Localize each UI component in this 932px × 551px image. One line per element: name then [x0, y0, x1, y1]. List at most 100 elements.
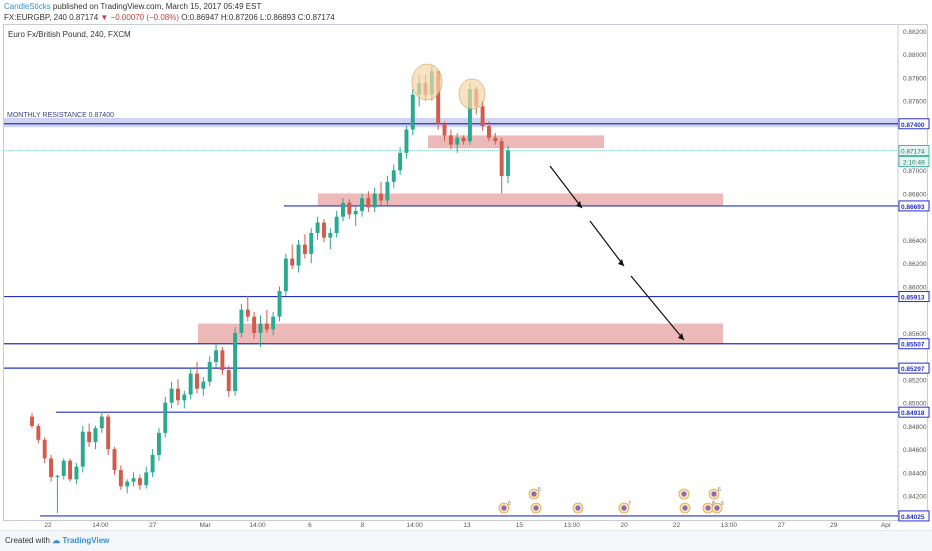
level-price-label: 0.84918: [901, 410, 925, 417]
x-tick-label: 14:00: [92, 522, 109, 529]
event-flag-icon: [575, 505, 581, 511]
bearish-candle: [87, 431, 92, 443]
bearish-candle: [461, 137, 466, 142]
y-tick-label: 0.85000: [903, 401, 927, 408]
x-tick-label: 20: [621, 522, 629, 529]
bullish-candle: [309, 232, 314, 254]
y-tick-label: 0.87800: [903, 75, 927, 82]
level-price-tag: [898, 200, 930, 212]
y-tick-label: 0.85600: [903, 331, 927, 338]
event-flag-icon: [714, 505, 720, 511]
level-price-tag: [898, 338, 930, 350]
bullish-candle: [239, 309, 244, 333]
bullish-candle: [271, 316, 276, 330]
event-flag-icon: [681, 491, 687, 497]
bullish-candle: [258, 323, 263, 333]
bullish-candle: [404, 129, 409, 153]
event-flag-icon: [705, 505, 711, 511]
bullish-candle: [144, 472, 149, 486]
y-tick-label: 0.84600: [903, 447, 927, 454]
bullish-candle: [398, 152, 403, 171]
bullish-candle: [74, 466, 79, 480]
bullish-candle: [169, 388, 174, 403]
countdown-tag: [898, 156, 930, 167]
chart-frame: [3, 24, 928, 521]
last-price: 0.87174: [69, 13, 99, 22]
bearish-candle: [499, 141, 504, 177]
ohlc-values: O:0.86947 H:0.87206 L:0.86893 C:0.87174: [181, 13, 335, 22]
event-flag-icon: [621, 505, 627, 511]
tradingview-logo[interactable]: ☁ TradingView: [52, 536, 110, 545]
bearish-candle: [42, 439, 47, 459]
x-tick-label: 27: [149, 522, 157, 529]
bullish-candle: [188, 373, 193, 395]
bullish-candle: [207, 361, 212, 382]
bearish-candle: [448, 135, 453, 145]
bearish-candle: [302, 244, 307, 254]
author-name[interactable]: CandleSticks: [4, 2, 51, 11]
bullish-candle: [360, 198, 364, 211]
bullish-candle: [353, 210, 358, 215]
y-tick-label: 0.87600: [903, 99, 927, 106]
level-price-label: 0.84025: [901, 514, 925, 521]
projection-arrow: [589, 220, 625, 267]
bullish-candle: [55, 475, 60, 478]
current-price-label: 0.87174: [901, 148, 925, 155]
bullish-candle: [99, 416, 104, 429]
event-count-label: 6: [508, 501, 511, 507]
level-price-label: 0.85297: [901, 366, 925, 373]
bullish-candle: [341, 202, 345, 217]
bullish-candle: [214, 350, 219, 362]
bearish-candle: [36, 425, 41, 440]
bullish-candle: [125, 481, 130, 487]
projection-arrow: [630, 275, 685, 341]
y-tick-label: 0.86400: [903, 238, 927, 245]
event-count-label: 6: [718, 487, 721, 493]
supply-demand-zone: [318, 193, 723, 207]
bearish-candle: [118, 470, 123, 487]
bearish-candle: [442, 123, 447, 136]
event-flag-icon: [533, 505, 539, 511]
bearish-candle: [176, 388, 180, 401]
arrow-head: [678, 333, 684, 340]
x-tick-label: Mar: [200, 522, 212, 529]
bearish-candle: [347, 202, 352, 215]
event-count-label: 7: [628, 501, 631, 507]
x-tick-label: 29: [830, 522, 838, 529]
bullish-candle: [163, 402, 168, 433]
current-price-tag: [898, 145, 930, 156]
y-tick-label: 0.86000: [903, 284, 927, 291]
arrow-head: [618, 259, 624, 266]
highlight-ellipse: [458, 78, 486, 110]
bullish-candle: [315, 222, 320, 233]
bullish-candle: [150, 454, 155, 473]
bearish-candle: [366, 198, 371, 208]
bearish-candle: [480, 106, 485, 127]
bullish-candle: [506, 150, 510, 177]
bullish-candle: [334, 216, 339, 233]
bearish-candle: [252, 316, 257, 333]
x-tick-label: 13: [463, 522, 471, 529]
x-tick-label: 22: [44, 522, 52, 529]
bullish-candle: [80, 431, 85, 467]
y-tick-label: 0.88200: [903, 29, 927, 36]
y-tick-label: 0.84400: [903, 470, 927, 477]
monthly-resistance-band: [4, 117, 898, 128]
arrow-head: [576, 201, 582, 208]
y-tick-label: 0.84200: [903, 494, 927, 501]
tradingview-brand: TradingView: [62, 536, 110, 545]
bearish-candle: [379, 193, 384, 201]
bullish-candle: [277, 291, 282, 317]
bullish-candle: [391, 170, 396, 182]
event-count-label: 5: [538, 487, 541, 493]
x-tick-label: 27: [778, 522, 786, 529]
y-tick-label: 0.86800: [903, 191, 927, 198]
symbol-line: FX:EURGBP, 240 0.87174 ▼ −0.00070 (−0.08…: [4, 13, 335, 22]
bullish-candle: [131, 478, 136, 482]
y-tick-label: 0.88000: [903, 52, 927, 59]
bearish-candle: [106, 416, 111, 450]
x-tick-label: 6: [308, 522, 312, 529]
bullish-candle: [467, 88, 472, 142]
bullish-candle: [156, 432, 161, 455]
